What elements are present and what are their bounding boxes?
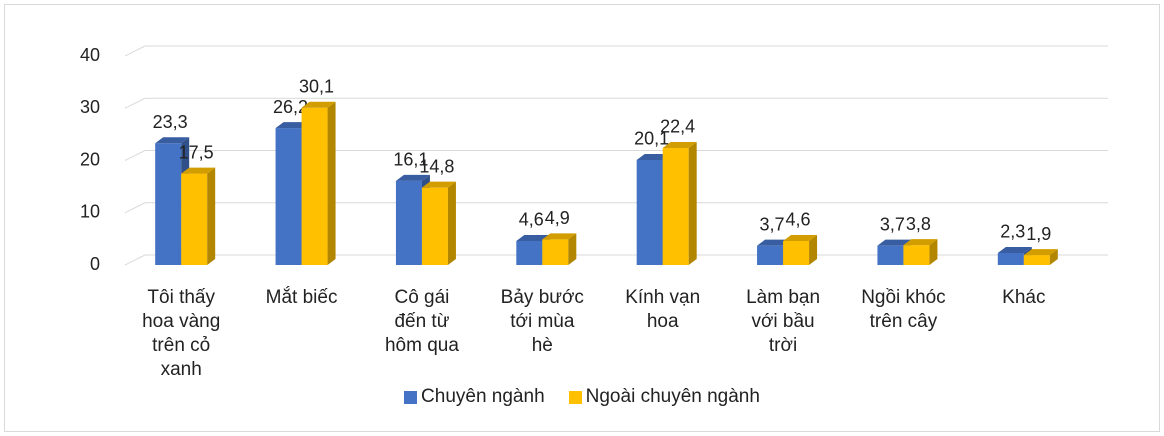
bar-front <box>181 173 208 265</box>
data-label: 2,3 <box>1000 222 1025 242</box>
x-tick-label: Tôi thấy hoa vàng trên cỏ xanh <box>142 287 221 380</box>
bar-side <box>809 234 818 265</box>
bar-front <box>542 239 569 265</box>
legend-swatch <box>568 390 582 404</box>
grid-line <box>124 150 146 161</box>
y-tick-label: 10 <box>80 202 100 222</box>
legend-label: Ngoài chuyên ngành <box>585 386 760 407</box>
y-tick-label: 0 <box>90 254 100 274</box>
bar <box>903 239 938 265</box>
bar-top <box>1023 249 1058 256</box>
data-label: 4,6 <box>786 210 811 230</box>
bar <box>1023 249 1058 265</box>
bar-top <box>301 101 336 108</box>
bar-top <box>877 239 912 246</box>
bar-front <box>395 180 422 265</box>
bar-top <box>662 141 697 148</box>
bar-front <box>877 245 904 265</box>
grid-line <box>124 254 146 266</box>
data-label: 1,9 <box>1026 224 1051 244</box>
data-label: 3,7 <box>760 214 785 234</box>
bar-top <box>395 174 430 181</box>
bar-top <box>421 181 456 188</box>
data-label: 16,1 <box>393 150 428 170</box>
data-label: 3,8 <box>906 214 931 234</box>
data-label: 3,7 <box>880 214 905 234</box>
legend: Chuyên ngành Ngoài chuyên ngành <box>0 386 1164 408</box>
x-tick-label: Bảy bước tới mùa hè <box>500 287 584 356</box>
bar-top <box>181 167 216 174</box>
legend-swatch <box>404 390 418 404</box>
bar-top <box>997 246 1032 253</box>
bar-top <box>516 234 551 241</box>
data-label: 4,6 <box>519 210 544 230</box>
data-label: 4,9 <box>545 208 570 228</box>
bar <box>662 141 697 265</box>
bar-top <box>542 233 577 240</box>
data-label: 14,8 <box>419 156 454 176</box>
bar-side <box>929 239 938 265</box>
x-tick-label: Mắt biếc <box>265 287 338 308</box>
bar-front <box>783 240 810 265</box>
bar-front <box>662 147 689 265</box>
data-label: 30,1 <box>299 76 334 96</box>
bar-side <box>327 101 336 265</box>
bar-side <box>447 181 456 265</box>
bar-top <box>275 122 310 129</box>
bar <box>181 167 216 265</box>
bar-front <box>1023 255 1050 265</box>
grid-line <box>124 45 146 57</box>
chart-border <box>4 4 1160 432</box>
x-tick-label: Cô gái đến từ hôm qua <box>384 287 459 356</box>
bar-side <box>568 233 577 265</box>
bar-top <box>636 153 671 160</box>
grid-line <box>124 97 146 109</box>
bar-front <box>301 107 328 265</box>
bar-front <box>516 240 543 265</box>
y-tick-label: 40 <box>80 45 100 65</box>
bar-front <box>421 187 448 265</box>
grid-line <box>124 202 146 214</box>
bar <box>421 181 456 265</box>
x-tick-label: Khác <box>1002 287 1046 308</box>
legend-item: Chuyên ngành <box>404 386 545 408</box>
bar-side <box>688 141 697 265</box>
x-tick-label: Làm bạn với bầu trời <box>746 287 821 356</box>
bar <box>542 233 577 265</box>
data-label: 23,3 <box>153 112 188 132</box>
bar-top <box>903 239 938 246</box>
legend-item: Ngoài chuyên ngành <box>568 386 760 408</box>
bar-top <box>155 137 190 144</box>
bar-side <box>1049 249 1058 265</box>
bar-front <box>155 143 182 265</box>
bar-front <box>275 128 302 265</box>
bar-top <box>783 234 818 241</box>
y-tick-label: 30 <box>80 97 100 117</box>
bar-front <box>636 159 663 265</box>
data-label: 17,5 <box>179 142 214 162</box>
bar <box>301 101 336 265</box>
bar-front <box>903 245 930 265</box>
data-label: 22,4 <box>660 117 695 137</box>
data-label: 20,1 <box>634 129 669 149</box>
legend-label: Chuyên ngành <box>421 386 545 407</box>
bar-front <box>757 245 784 265</box>
y-tick-label: 20 <box>80 149 100 169</box>
x-tick-label: Kính vạn hoa <box>625 287 701 332</box>
bar <box>783 234 818 265</box>
bar-top <box>757 239 792 246</box>
bar-side <box>207 167 216 265</box>
data-label: 26,2 <box>273 97 308 117</box>
bar-front <box>997 252 1024 265</box>
x-tick-label: Ngồi khóc trên cây <box>861 287 946 332</box>
